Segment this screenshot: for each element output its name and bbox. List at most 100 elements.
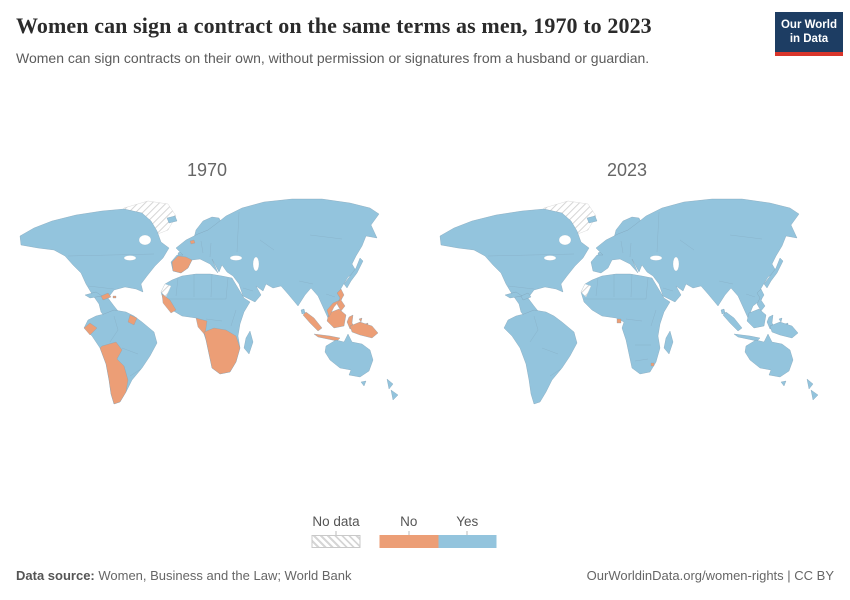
region-new-guinea	[349, 321, 379, 339]
region-philippines	[336, 288, 346, 312]
country-border	[625, 318, 643, 322]
country-border	[121, 347, 139, 355]
region-madagascar	[663, 330, 674, 355]
map-year-label-2023: 2023	[606, 160, 648, 180]
region-nz-north	[806, 378, 814, 390]
water-hudson-bay	[138, 234, 152, 246]
region-tasmania	[780, 380, 787, 387]
country-border	[298, 280, 314, 285]
legend-no-data-swatch	[311, 535, 361, 548]
water-black-sea	[229, 255, 243, 261]
country-border	[629, 242, 632, 258]
legend-yes-swatch	[438, 535, 497, 548]
region-borneo	[746, 308, 767, 329]
data-source-label: Data source:	[16, 568, 95, 583]
attribution-link[interactable]: OurWorldinData.org/women-rights | CC BY	[586, 568, 834, 583]
water-caspian-sea	[252, 256, 260, 272]
country-border	[210, 273, 213, 298]
region-africa	[580, 273, 671, 375]
legend-no-swatch	[379, 535, 438, 548]
region-western-sahara	[160, 283, 172, 298]
region-nz-south	[810, 389, 819, 401]
country-border	[679, 239, 695, 251]
region-nz-north	[386, 378, 394, 390]
region-puerto-rico	[112, 295, 117, 299]
region-australia	[324, 333, 374, 378]
region-madagascar	[243, 330, 254, 355]
region-hispaniola	[520, 292, 532, 301]
region-nz-south	[390, 389, 399, 401]
region-java	[733, 333, 761, 342]
country-border	[729, 234, 763, 240]
water-great-lakes	[543, 255, 557, 261]
region-australia	[744, 333, 794, 378]
region-sumatra	[722, 311, 743, 332]
country-border	[645, 277, 649, 300]
region-equatorial-guinea	[616, 318, 622, 324]
owid-logo-line2: in Data	[789, 33, 829, 46]
country-border	[529, 315, 539, 343]
region-japan	[763, 257, 784, 289]
country-border	[656, 211, 660, 253]
legend-bar-group: No Yes	[379, 514, 497, 548]
country-border	[634, 358, 649, 362]
region-iceland	[586, 215, 598, 224]
legend: No data No Yes	[311, 514, 497, 548]
legend-no-data-group: No data	[311, 514, 361, 548]
region-eurasia	[590, 198, 800, 319]
region-north-america	[19, 208, 170, 318]
country-border	[209, 242, 212, 258]
country-border	[325, 293, 336, 298]
country-border	[67, 253, 155, 257]
region-southern-cone	[99, 341, 129, 405]
region-west-africa	[161, 293, 177, 314]
map-year-label-1970: 1970	[186, 160, 228, 180]
country-border	[487, 253, 575, 257]
region-north-america	[439, 208, 590, 318]
country-border	[87, 285, 115, 290]
owid-logo-accent-bar	[775, 51, 843, 56]
water-hudson-bay	[558, 234, 572, 246]
region-sumatra	[302, 311, 323, 332]
legend-yes-label: Yes	[456, 514, 479, 529]
legend-no-label: No	[400, 514, 418, 529]
country-border	[175, 277, 179, 297]
world-map-1970	[19, 198, 399, 405]
page-title: Women can sign a contract on the same te…	[16, 13, 652, 38]
region-sri-lanka	[300, 308, 306, 315]
world-map-2023	[439, 198, 819, 405]
water-black-sea	[649, 255, 663, 261]
country-border	[242, 287, 254, 292]
region-philippines	[756, 288, 766, 312]
country-border	[236, 211, 240, 253]
region-ecuador	[83, 322, 98, 336]
region-eurasia	[170, 198, 380, 319]
region-south-america	[503, 309, 578, 405]
region-western-sahara	[580, 283, 592, 298]
country-border	[650, 309, 657, 327]
country-border	[200, 240, 204, 254]
footer: Data source: Women, Business and the Law…	[16, 568, 834, 583]
country-border	[620, 240, 624, 254]
legend-no-data-label: No data	[312, 514, 360, 529]
region-borneo	[326, 308, 347, 329]
legend-tick	[335, 531, 337, 535]
legend-ticks	[380, 531, 497, 535]
region-belgium	[189, 239, 196, 245]
country-border	[259, 239, 275, 251]
water-great-lakes	[123, 255, 137, 261]
owid-logo-box: Our World in Data	[775, 12, 843, 52]
region-japan	[343, 257, 364, 289]
country-border	[109, 315, 119, 343]
region-malaya	[326, 299, 341, 318]
country-border	[129, 368, 142, 377]
region-iceland	[166, 215, 178, 224]
region-eswatini	[650, 362, 655, 367]
country-border	[662, 287, 674, 292]
country-border	[595, 277, 599, 297]
data-source-text: Women, Business and the Law; World Bank	[94, 568, 352, 583]
country-border	[718, 280, 734, 285]
country-border	[745, 293, 756, 298]
data-source-note: Data source: Women, Business and the Law…	[16, 568, 352, 583]
page-subtitle: Women can sign contracts on their own, w…	[16, 50, 650, 66]
